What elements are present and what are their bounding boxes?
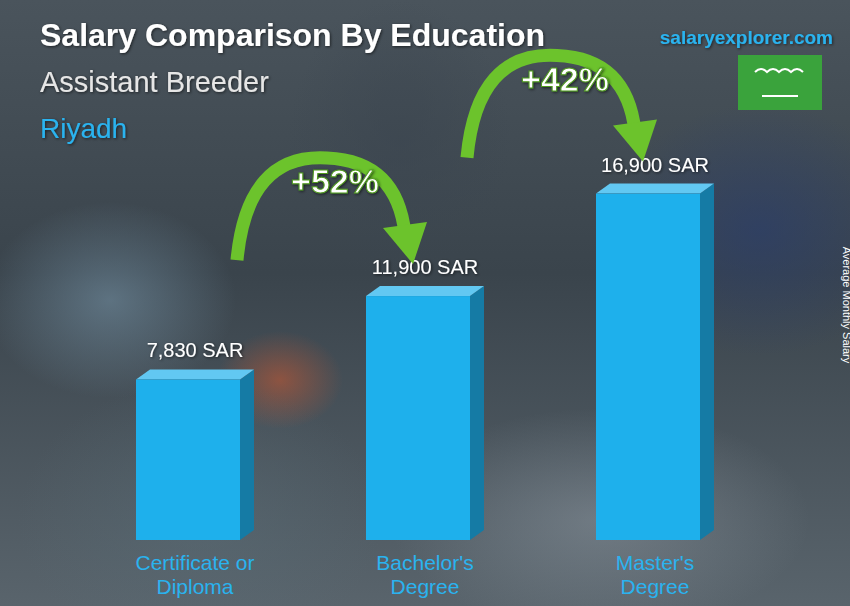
category-line: Bachelor's — [376, 551, 473, 574]
source: salaryexplorer.com — [660, 27, 833, 48]
title: Salary Comparison By Education — [40, 17, 545, 53]
bar-side — [470, 286, 484, 540]
bar — [596, 184, 714, 540]
category-line: Diploma — [156, 575, 233, 598]
y-axis-label: Average Monthly Salary — [841, 247, 850, 364]
data-label: 11,900 SAR — [372, 256, 478, 278]
flag-script — [755, 69, 803, 72]
flag — [738, 55, 822, 110]
bar-top — [136, 369, 254, 379]
bar-front — [136, 379, 240, 540]
bar-front — [366, 296, 470, 540]
bar-top — [596, 184, 714, 194]
subtitle: Assistant Breeder — [40, 66, 269, 98]
category-label: Bachelor'sDegree — [376, 551, 473, 598]
category-line: Certificate or — [135, 551, 254, 574]
annotation: +42% — [521, 60, 609, 98]
category-label: Master'sDegree — [616, 551, 695, 598]
category-line: Degree — [391, 575, 460, 598]
arrow-arc — [237, 158, 405, 260]
flag-sword — [762, 95, 798, 97]
bar-side — [240, 369, 254, 540]
chart: Salary Comparison By Education Assistant … — [0, 0, 850, 606]
flag-field — [738, 55, 822, 110]
data-label: 16,900 SAR — [601, 154, 709, 176]
arrow-arc — [467, 55, 635, 157]
bar — [136, 369, 254, 540]
bar-front — [596, 194, 700, 540]
bars — [136, 184, 714, 540]
bar-side — [700, 184, 714, 540]
category-label: Certificate orDiploma — [135, 551, 254, 598]
bar-top — [366, 286, 484, 296]
growth-arrow — [467, 55, 657, 161]
category-line: Degree — [621, 575, 690, 598]
arrow-head — [613, 120, 657, 162]
arrow-head — [383, 222, 427, 264]
location: Riyadh — [40, 113, 127, 144]
data-label: 7,830 SAR — [147, 339, 244, 361]
annotation: +52% — [291, 162, 379, 200]
growth-arrow — [237, 158, 427, 264]
category-line: Master's — [616, 551, 695, 574]
bar — [366, 286, 484, 540]
